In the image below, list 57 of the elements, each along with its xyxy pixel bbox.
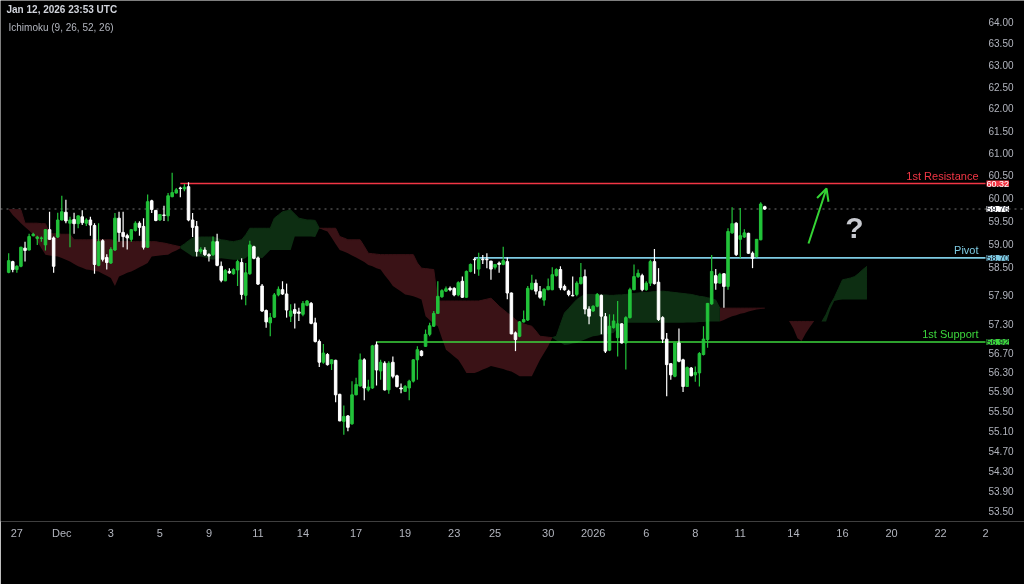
y-tick-label: 58.50	[988, 262, 1014, 274]
annotation: ?	[845, 211, 864, 244]
x-tick-label: 14	[296, 526, 310, 539]
y-tick-label: 54.70	[988, 445, 1014, 457]
candlestick	[501, 246, 505, 266]
x-tick-label: 27	[10, 526, 23, 539]
data-label: 60.32	[986, 178, 1010, 189]
x-tick-label: 5	[156, 526, 163, 539]
y-tick-label: 53.90	[988, 485, 1014, 497]
y-tick-label: 55.50	[988, 406, 1014, 418]
y-tick-label: 55.10	[988, 425, 1014, 437]
y-tick-label: 53.50	[988, 506, 1014, 518]
annotation: Ichimoku (9, 26, 52, 26)	[8, 22, 114, 33]
candlestick	[342, 405, 346, 436]
y-tick-label: 57.30	[988, 318, 1014, 330]
y-tick-label: 64.00	[988, 16, 1014, 28]
x-tick-label: 17	[349, 526, 363, 539]
x-tick-label: 16	[836, 526, 849, 539]
y-tick-label: 55.90	[988, 386, 1014, 398]
x-tick-label: 9	[205, 526, 213, 539]
x-tick-label: 23	[448, 526, 461, 539]
x-tick-label: 2026	[580, 526, 606, 539]
x-tick-label: 2	[982, 526, 989, 539]
y-tick-label: 60.00	[988, 193, 1014, 205]
x-tick-label: 14	[787, 526, 800, 539]
x-tick-label: 20	[885, 526, 898, 539]
x-tick-label: 6	[643, 526, 650, 539]
y-tick-label: 63.50	[988, 38, 1014, 50]
x-tick-label: 25	[488, 526, 502, 539]
series-label: 1st Resistance	[906, 169, 979, 182]
y-tick-label: 59.00	[988, 238, 1014, 250]
x-tick-label: 22	[934, 526, 947, 539]
y-tick-label: 56.30	[988, 366, 1014, 378]
x-tick-label: 3	[107, 526, 114, 539]
series-label: Pivot	[954, 243, 979, 256]
x-tick-label: 8	[692, 526, 699, 539]
data-label: 56.92	[986, 337, 1010, 347]
y-tick-label: 54.30	[988, 465, 1014, 477]
candlestick	[293, 302, 297, 330]
x-tick-label: Dec	[52, 526, 73, 539]
x-tick-label: 30	[542, 526, 555, 539]
x-tick-label: 11	[734, 526, 746, 539]
annotation: Jan 12, 2026 23:53 UTC	[6, 4, 118, 15]
x-tick-label: 11	[252, 526, 264, 539]
candlestick	[713, 268, 718, 291]
y-tick-label: 62.50	[988, 81, 1014, 93]
y-tick-label: 57.90	[988, 290, 1014, 302]
y-tick-label: 61.00	[988, 147, 1014, 159]
y-tick-label: 62.00	[988, 103, 1014, 115]
data-label: 58.70	[986, 252, 1010, 263]
series-label: 1st Support	[922, 328, 979, 340]
y-tick-label: 59.50	[988, 215, 1014, 227]
ref-line-label: 59.76	[986, 204, 1010, 214]
y-tick-label: 56.70	[988, 347, 1014, 359]
y-tick-label: 61.50	[988, 125, 1014, 137]
x-tick-label: 19	[399, 526, 412, 539]
y-tick-label: 63.00	[988, 59, 1014, 71]
